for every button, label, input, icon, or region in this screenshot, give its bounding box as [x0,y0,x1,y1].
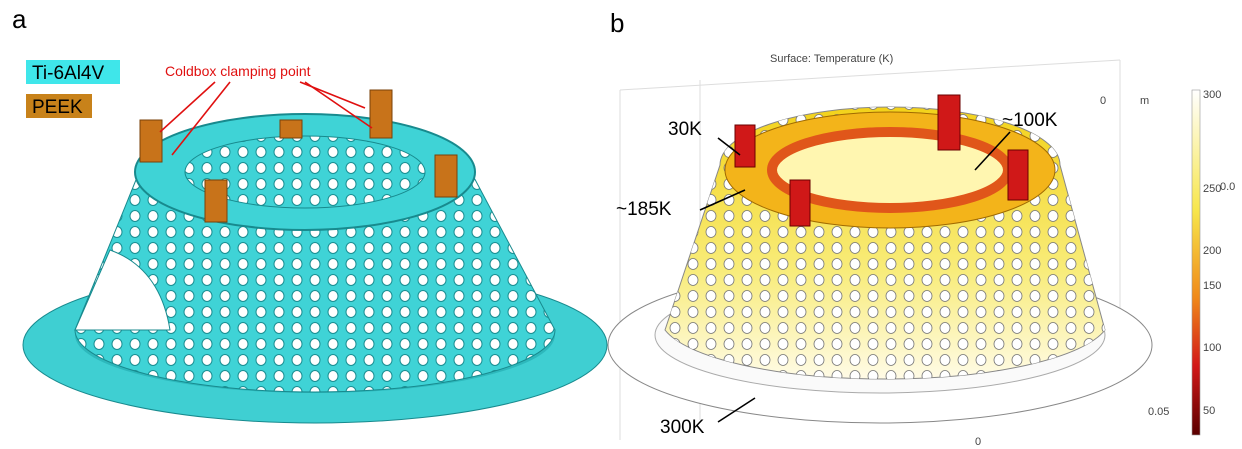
post [205,180,227,222]
post [1008,150,1028,200]
annotation: 30K [668,119,702,140]
panel-label: a [12,4,27,34]
panel-b: b Surface: Temperature (K) 30K ~100K ~18… [608,8,1235,448]
post [735,125,755,167]
legend-label: Ti-6Al4V [32,63,104,84]
annotation: 300K [660,417,705,438]
post [938,95,960,150]
axis-label: 0 [1100,95,1106,107]
annotation: ~100K [1002,110,1058,131]
legend-label: PEEK [32,97,83,118]
colorbar-tick-label: 50 [1203,405,1215,417]
post [435,155,457,197]
axis-label: 0.05 [1148,406,1169,418]
axis-label: 0.0 [1220,181,1235,193]
plot-title: Surface: Temperature (K) [770,53,893,65]
colorbar-ticks: 300 250 200 150 100 50 [1203,89,1221,417]
post [370,90,392,138]
post [280,120,302,138]
axis-label: 0 [975,436,981,448]
panel-label: b [610,8,624,38]
colorbar-tick-label: 150 [1203,280,1221,292]
post [140,120,162,162]
annotation: Coldbox clamping point [165,63,311,79]
panel-a: a Ti-6Al4V PEEK Coldbox clamping point [12,4,607,423]
axis-label: m [1140,95,1149,107]
colorbar-tick-label: 200 [1203,245,1221,257]
colorbar [1192,90,1200,435]
annotation: ~185K [616,199,672,220]
figure: a Ti-6Al4V PEEK Coldbox clamping point b… [0,0,1242,449]
colorbar-tick-label: 300 [1203,89,1221,101]
colorbar-tick-label: 250 [1203,183,1221,195]
post [790,180,810,226]
colorbar-tick-label: 100 [1203,342,1221,354]
